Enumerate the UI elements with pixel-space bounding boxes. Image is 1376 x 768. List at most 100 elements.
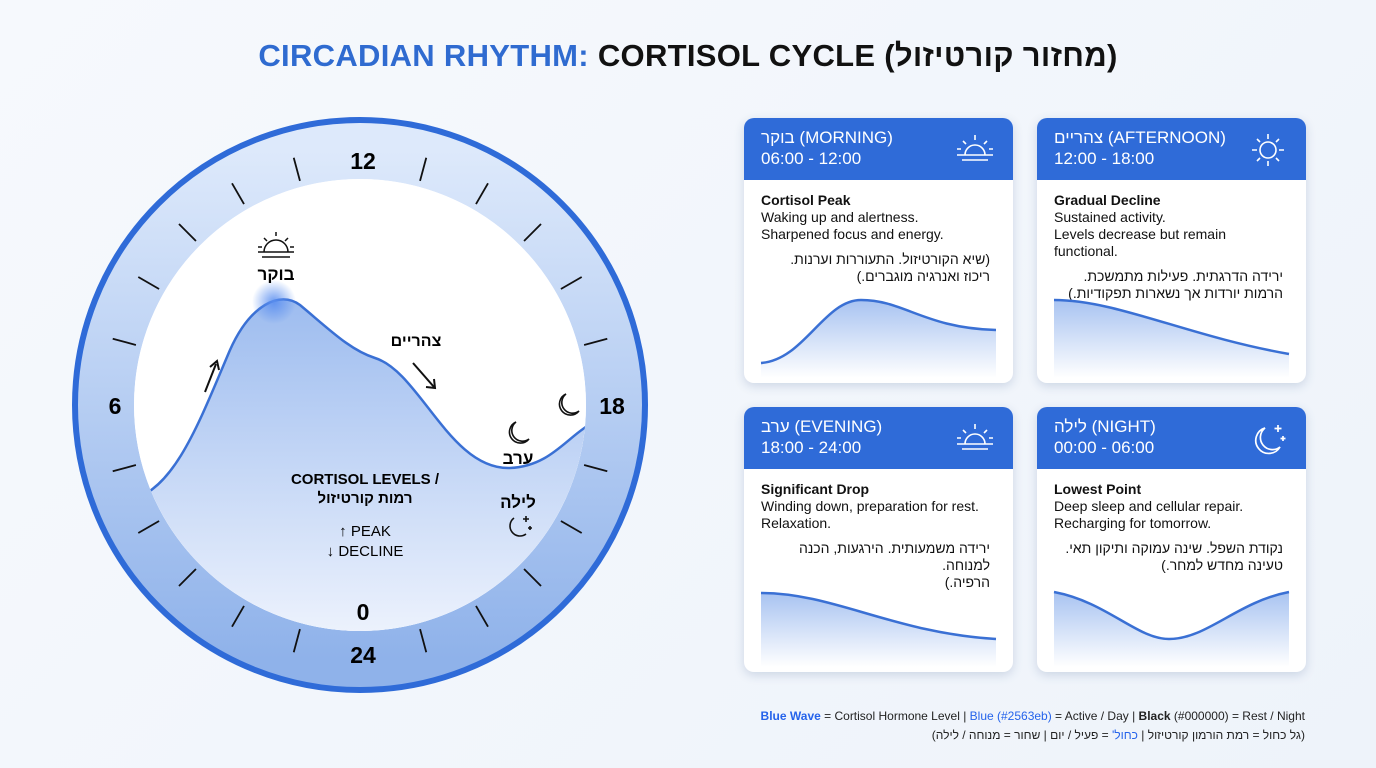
card-hebrew-line: הרפיה.)	[944, 574, 990, 590]
card-line: Winding down, preparation for rest.	[761, 498, 979, 514]
period-label: צהריים	[391, 333, 442, 350]
card-hebrew-line: הרמות יורדות אך נשארות תפקודיות.)	[1068, 285, 1283, 301]
tick	[178, 568, 197, 587]
legend-text: (#000000) = Rest / Night	[1170, 709, 1305, 723]
card-hebrew-line: ירידה משמעותית. הירגעות, הכנה למנוחה.	[798, 540, 990, 573]
card-title: לילה (NIGHT)	[1054, 417, 1156, 436]
ticks	[112, 157, 608, 653]
card-header: לילה (NIGHT) 00:00 - 06:00	[1037, 407, 1306, 469]
card-hebrew-line: ריכוז ואנרגיה מוגברים.)	[856, 268, 990, 284]
tick	[523, 223, 542, 242]
tick	[419, 157, 428, 182]
center-title: CORTISOL LEVELS /	[291, 471, 440, 488]
tick	[178, 223, 197, 242]
card-hebrew: ירידה הדרגתית. פעילות מתמשכת. הרמות יורדו…	[1054, 268, 1289, 302]
card-title: ערב (EVENING)	[761, 417, 883, 436]
tick	[292, 157, 301, 182]
page-title: CIRCADIAN RHYTHM: CORTISOL CYCLE (מחזור …	[0, 38, 1376, 74]
card-line: Waking up and alertness.	[761, 209, 919, 225]
legend-text: כחול'	[1111, 728, 1138, 742]
tick	[292, 628, 301, 653]
wave-fill	[134, 299, 586, 631]
card-hebrew-line: נקודת השפל. שינה עמוקה ותיקון תאי.	[1065, 540, 1283, 556]
tick	[112, 464, 137, 473]
card-line: Levels decrease but remain functional.	[1054, 226, 1226, 259]
arrows	[204, 359, 437, 393]
legend-text: = פעיל / יום | שחור = מנוחה / לילה)	[931, 728, 1112, 742]
legend-text: (גל כחול = רמת הורמון קורטיזול |	[1137, 728, 1305, 742]
card-line: Sharpened focus and energy.	[761, 226, 944, 242]
tick	[231, 182, 245, 205]
mini-wave	[760, 298, 997, 378]
legend-text: = Active / Day |	[1051, 709, 1139, 723]
title-accent: CIRCADIAN RHYTHM:	[258, 38, 589, 73]
center-decline: ↓ DECLINE	[327, 543, 404, 560]
card-time: 12:00 - 18:00	[1054, 149, 1155, 168]
hour-label: 18	[599, 393, 625, 419]
hour-label: 24	[350, 642, 376, 668]
card-body: Cortisol Peak Waking up and alertness. Sha…	[744, 180, 1013, 285]
card-body: Gradual Decline Sustained activity. Levels…	[1037, 180, 1306, 302]
card-time: 00:00 - 06:00	[1054, 438, 1155, 457]
legend-text: Blue (#2563eb)	[969, 709, 1052, 723]
period-label: ערב	[503, 449, 534, 468]
wave	[134, 298, 586, 631]
card-header: בוקר (MORNING) 06:00 - 12:00	[744, 118, 1013, 180]
card-hebrew-line: (שיא הקורטיזול. התעוררות וערנות.	[790, 251, 990, 267]
legend-text: Black	[1138, 709, 1171, 723]
tick	[560, 276, 583, 290]
card-heading: Cortisol Peak	[761, 192, 851, 208]
card-hebrew-line: ירידה הדרגתית. פעילות מתמשכת.	[1083, 268, 1283, 284]
card-hebrew-line: טעינה מחדש למחר.)	[1161, 557, 1283, 573]
moon-icon	[558, 393, 580, 416]
card-hebrew: ירידה משמעותית. הירגעות, הכנה למנוחה. הרפ…	[761, 540, 996, 591]
tick	[231, 605, 245, 628]
tick	[475, 182, 489, 205]
card-line: Recharging for tomorrow.	[1054, 515, 1212, 531]
card-time: 06:00 - 12:00	[761, 149, 862, 168]
title-main: CORTISOL CYCLE (מחזור קורטיזול)	[597, 38, 1118, 73]
legend-text: Blue Wave	[760, 709, 821, 723]
card-hebrew: נקודת השפל. שינה עמוקה ותיקון תאי. טעינה …	[1054, 540, 1289, 574]
clock: 12 6 18 0 24 בוקר צהריים ערב לילה CORTIS…	[72, 117, 648, 693]
legend-text: = Cortisol Hormone Level |	[820, 709, 970, 723]
tick	[475, 605, 489, 628]
legend-line: (גל כחול = רמת הורמון קורטיזול | כחול' =…	[932, 728, 1305, 742]
mini-wave	[1053, 590, 1290, 667]
tick	[523, 568, 542, 587]
hour-label: 12	[350, 148, 376, 174]
card: ערב (EVENING) 18:00 - 24:00 Significant Dr…	[744, 407, 1013, 672]
hour-label: 0	[357, 599, 370, 625]
peak-glow	[252, 280, 296, 324]
tick	[583, 464, 608, 473]
card-heading: Gradual Decline	[1054, 192, 1161, 208]
tick	[137, 520, 160, 534]
card-header: צהריים (AFTERNOON) 12:00 - 18:00	[1037, 118, 1306, 180]
card: בוקר (MORNING) 06:00 - 12:00 Cortisol Peak…	[744, 118, 1013, 383]
card-hebrew: (שיא הקורטיזול. התעוררות וערנות. ריכוז וא…	[761, 251, 996, 285]
moon-stars-icon	[509, 516, 532, 537]
card-line: Sustained activity.	[1054, 209, 1166, 225]
tick	[137, 276, 160, 290]
card-title: צהריים (AFTERNOON)	[1054, 128, 1226, 147]
card-body: Significant Drop Winding down, preparatio…	[744, 469, 1013, 591]
center-title-he: רמות קורטיזול	[318, 490, 413, 507]
hour-label: 6	[109, 393, 122, 419]
mini-wave	[1053, 298, 1290, 378]
card: לילה (NIGHT) 00:00 - 06:00 Lowest Point Dee…	[1037, 407, 1306, 672]
card-heading: Significant Drop	[761, 481, 870, 497]
card-heading: Lowest Point	[1054, 481, 1142, 497]
card-time: 18:00 - 24:00	[761, 438, 862, 457]
card-body: Lowest Point Deep sleep and cellular repa…	[1037, 469, 1306, 574]
mini-wave	[760, 591, 997, 667]
legend-line: Blue Wave = Cortisol Hormone Level | Blu…	[761, 709, 1305, 723]
tick	[560, 520, 583, 534]
card-header: ערב (EVENING) 18:00 - 24:00	[744, 407, 1013, 469]
card: צהריים (AFTERNOON) 12:00 - 18:00 Gradual D…	[1037, 118, 1306, 383]
tick	[419, 628, 428, 653]
clock-ring	[78, 123, 642, 687]
tick	[583, 337, 608, 346]
card-line: Relaxation.	[761, 515, 832, 531]
tick	[112, 337, 137, 346]
